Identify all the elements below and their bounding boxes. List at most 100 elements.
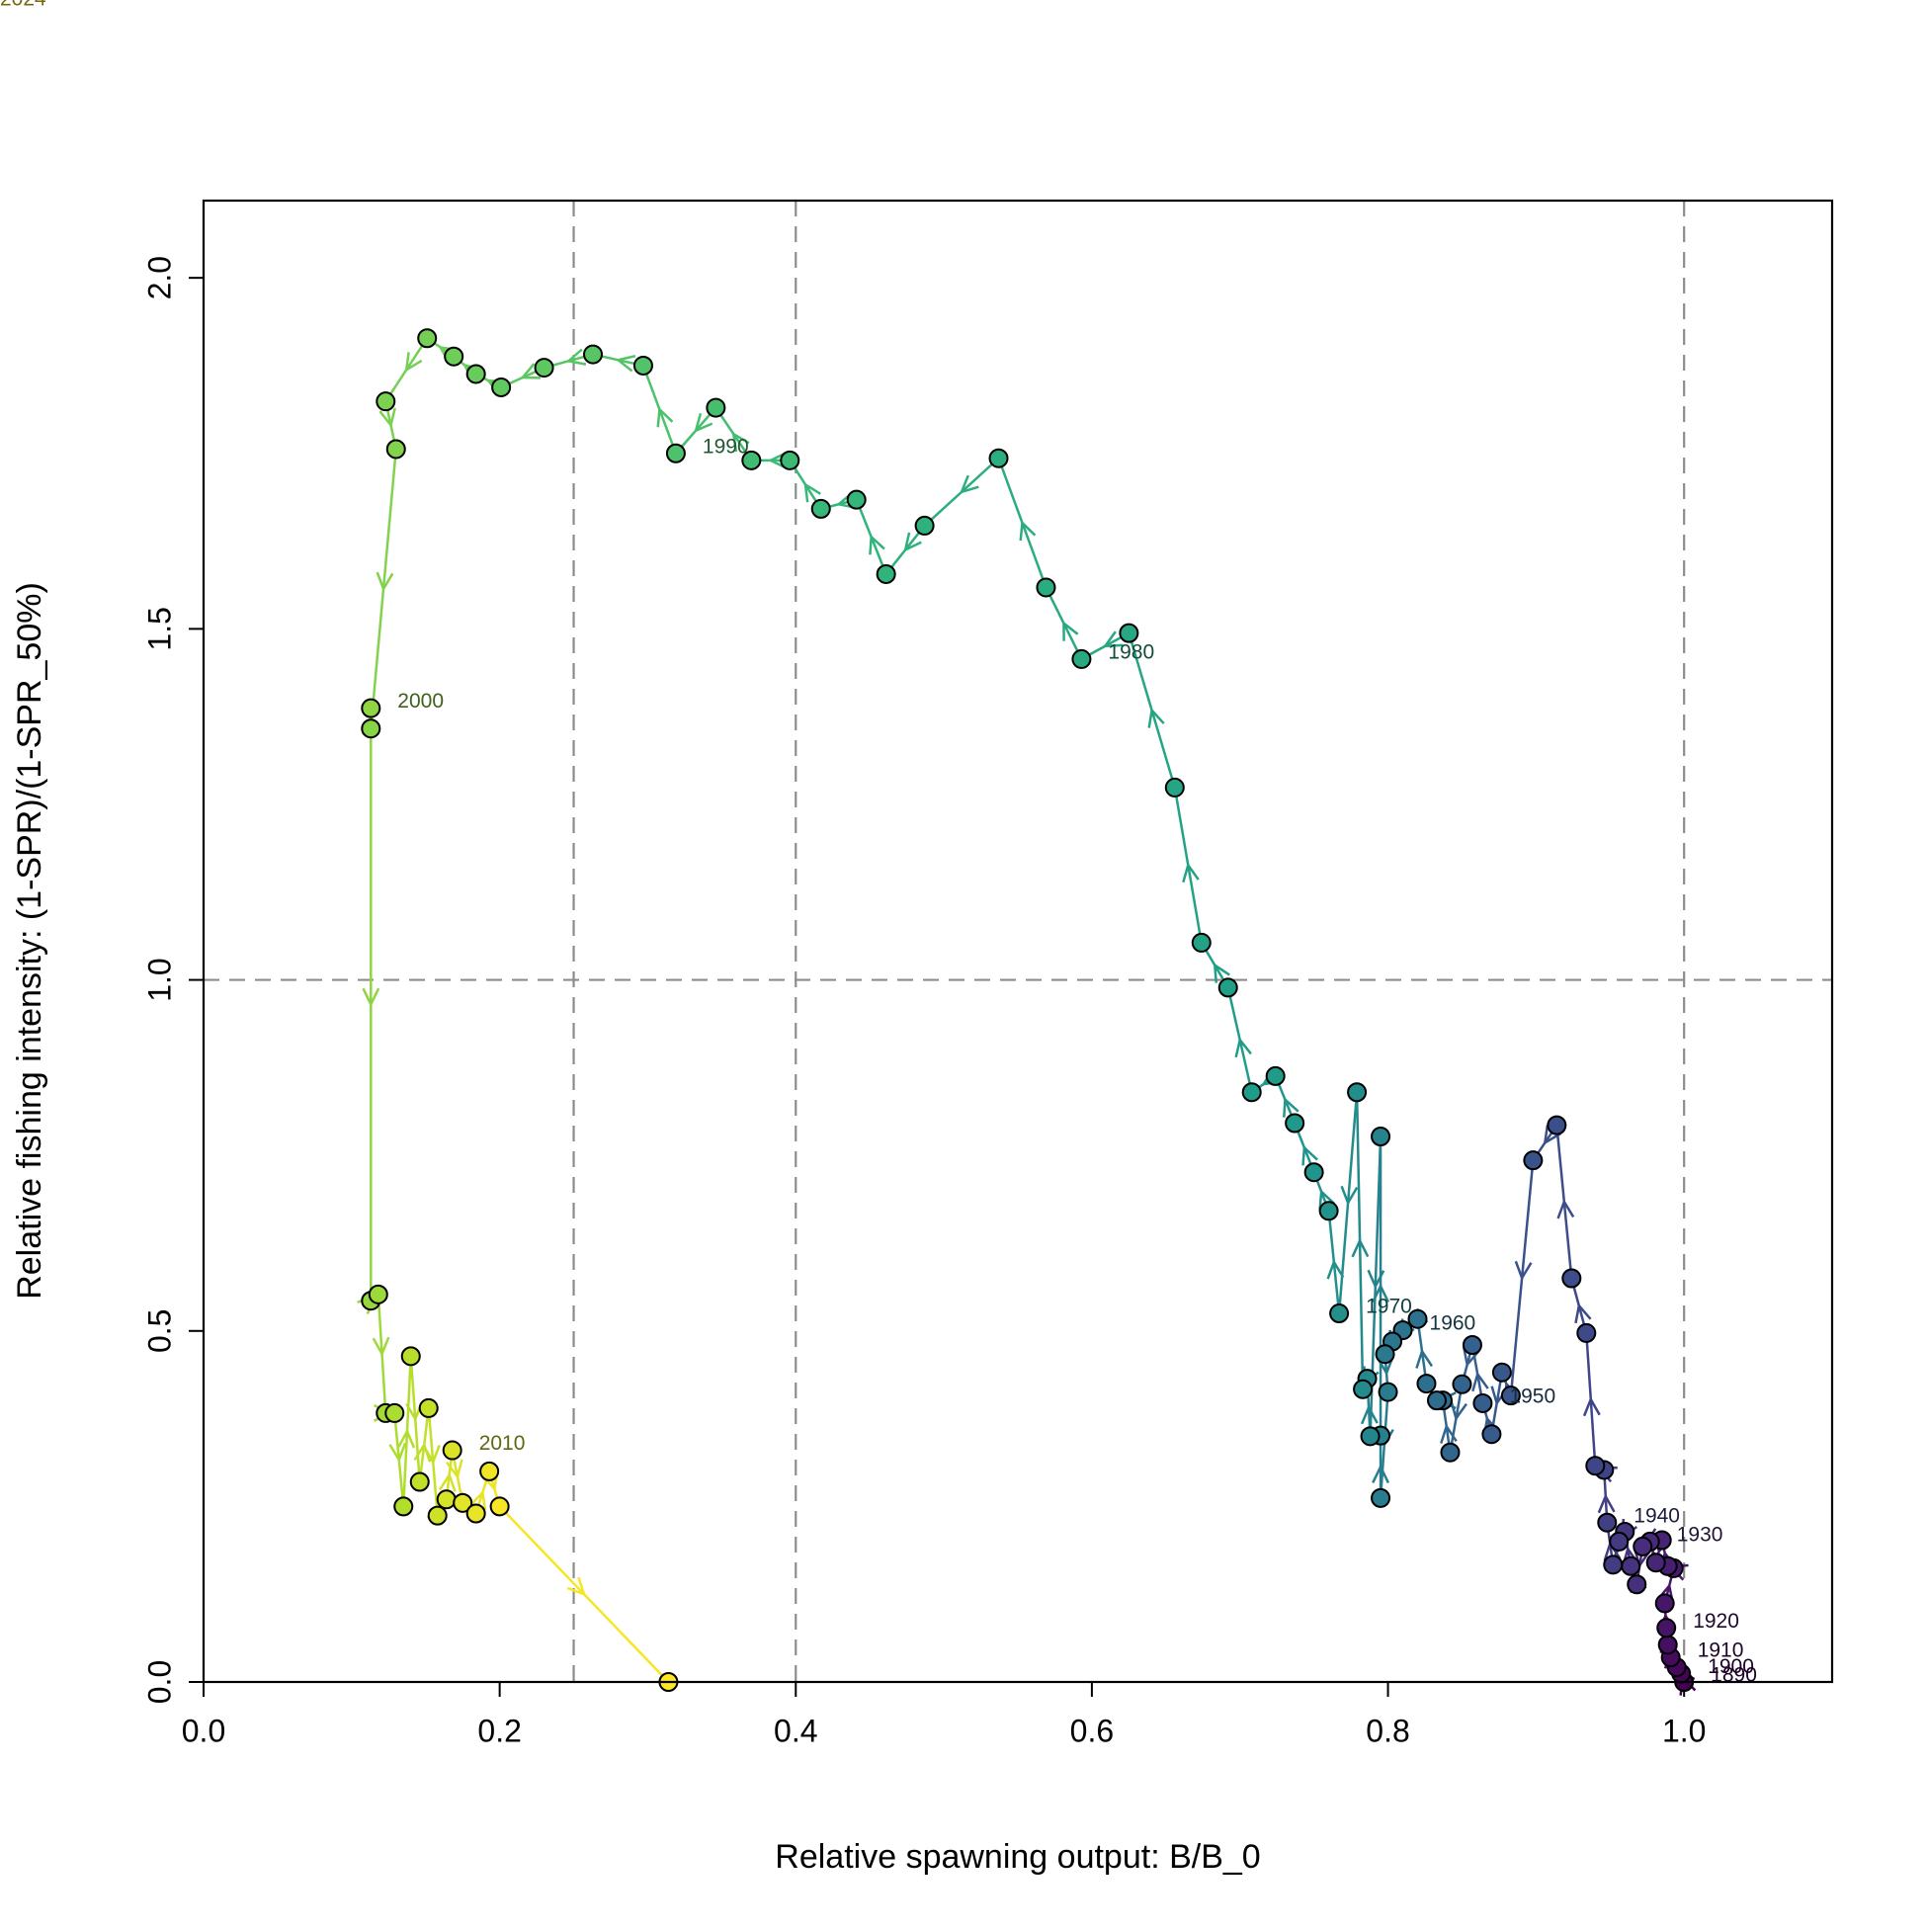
point [385, 439, 406, 460]
point [1241, 1082, 1262, 1103]
point [427, 1505, 448, 1526]
arrowhead [903, 532, 922, 552]
arrowhead [438, 1471, 457, 1492]
arrowhead [1440, 1423, 1458, 1444]
arrowhead [1582, 1396, 1601, 1417]
arrowhead [1415, 1348, 1434, 1369]
point [1440, 1442, 1461, 1463]
point [1462, 1334, 1482, 1355]
arrowhead [565, 348, 587, 366]
point [489, 1496, 510, 1517]
point-label: 1970 [1366, 1296, 1412, 1318]
arrowhead [446, 1459, 463, 1480]
arrowhead [694, 412, 713, 433]
point [632, 355, 653, 376]
arrowhead [1283, 1097, 1299, 1118]
point [417, 328, 438, 349]
arrowhead [566, 1576, 587, 1597]
point [376, 391, 396, 412]
arrowhead [388, 1442, 407, 1464]
y-tick-label: 0.0 [141, 1660, 177, 1704]
point [1561, 1268, 1582, 1289]
arrowhead [1213, 963, 1230, 983]
arrowhead [1367, 1269, 1385, 1290]
point-label: 1910 [1698, 1639, 1744, 1662]
point [400, 1346, 421, 1367]
arrowhead [803, 481, 822, 503]
point-label: 2024 [0, 0, 46, 11]
arrowhead [1372, 1464, 1390, 1484]
point-label: 1920 [1693, 1610, 1739, 1633]
arrowhead [1301, 1144, 1318, 1166]
point [1371, 1126, 1391, 1146]
point [465, 1503, 486, 1524]
arrowhead [404, 352, 423, 373]
arrowhead [397, 1428, 416, 1449]
point-label: 1980 [1108, 640, 1154, 663]
arrowhead [1351, 1237, 1370, 1258]
point [1347, 1082, 1368, 1103]
point [846, 489, 867, 510]
point [1416, 1374, 1437, 1394]
y-tick-label: 0.5 [141, 1309, 177, 1353]
point [706, 397, 726, 418]
arrowhead [656, 406, 674, 428]
point-label: 1930 [1677, 1523, 1723, 1546]
point [1407, 1308, 1428, 1329]
point [1303, 1162, 1324, 1183]
arrowhead [1543, 1125, 1561, 1145]
point [1329, 1303, 1350, 1324]
point [1547, 1115, 1567, 1135]
point [1523, 1150, 1544, 1171]
y-axis-title: Relative fishing intensity: (1-SPR)/(1-S… [11, 582, 48, 1300]
point-label: 1950 [1509, 1386, 1555, 1408]
point [1191, 932, 1212, 953]
point-label: 1960 [1430, 1312, 1476, 1335]
point [876, 563, 896, 584]
arrowhead [413, 1442, 432, 1463]
arrowhead [1463, 1346, 1480, 1368]
point [1119, 623, 1139, 643]
arrowhead [869, 534, 885, 555]
y-tick-label: 1.0 [141, 958, 177, 1001]
point-label: 1890 [1711, 1664, 1757, 1687]
y-tick-label: 2.0 [141, 256, 177, 299]
point [1657, 1635, 1678, 1655]
point [741, 450, 762, 470]
x-tick-label: 0.8 [1366, 1713, 1409, 1748]
point [1585, 1456, 1606, 1476]
arrowhead [423, 1445, 441, 1466]
point [1654, 1593, 1675, 1614]
arrowhead [1234, 1037, 1252, 1058]
point [1576, 1322, 1597, 1343]
point [368, 1284, 388, 1304]
point [1472, 1392, 1493, 1413]
x-tick-label: 0.2 [477, 1713, 521, 1748]
point [665, 443, 686, 463]
point-label: 2010 [479, 1432, 526, 1455]
arrowhead [1471, 1371, 1489, 1392]
point [780, 450, 800, 470]
point [1452, 1374, 1472, 1394]
point [1426, 1390, 1447, 1411]
arrowhead [1102, 630, 1124, 648]
point [1353, 1379, 1374, 1399]
point [1609, 1531, 1630, 1552]
point [465, 364, 486, 384]
arrowhead [1360, 1404, 1379, 1425]
point [583, 344, 604, 365]
arrowhead [1556, 1199, 1575, 1219]
point [1597, 1512, 1618, 1533]
point [479, 1461, 500, 1481]
arrowhead [615, 354, 636, 373]
arrowhead [1019, 520, 1037, 542]
y-tick-label: 1.5 [141, 607, 177, 650]
arrowhead [1318, 1189, 1336, 1210]
point [1633, 1536, 1653, 1556]
point [1621, 1555, 1641, 1576]
point [418, 1397, 439, 1418]
point [1036, 577, 1056, 598]
arrowhead [1147, 708, 1165, 728]
point [1265, 1065, 1286, 1086]
